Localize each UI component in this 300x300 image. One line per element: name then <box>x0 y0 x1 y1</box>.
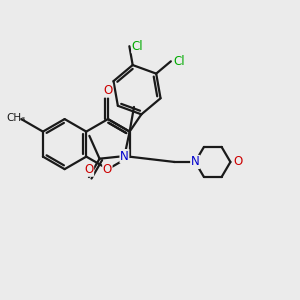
Text: O: O <box>103 163 112 176</box>
Text: O: O <box>233 155 242 169</box>
Text: Cl: Cl <box>173 55 185 68</box>
Text: Cl: Cl <box>132 40 143 53</box>
Text: O: O <box>84 163 94 176</box>
Text: N: N <box>191 155 200 169</box>
Text: N: N <box>120 150 129 163</box>
Text: O: O <box>103 84 112 97</box>
Text: CH₃: CH₃ <box>6 112 26 123</box>
